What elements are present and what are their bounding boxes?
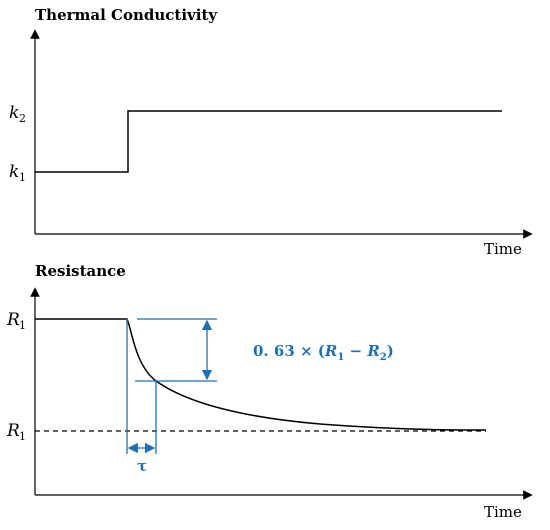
- annotation-minus: −: [344, 342, 367, 360]
- bottom-x-axis-label: Time: [484, 503, 522, 521]
- top-chart-title: Thermal Conductivity: [35, 6, 218, 24]
- bottom-tick-r1-bottom: R 1: [6, 421, 26, 443]
- annotation-r1-sub: 1: [337, 352, 344, 363]
- top-tick-k1-sub: 1: [19, 171, 26, 184]
- bottom-chart-title: Resistance: [35, 262, 126, 280]
- top-x-axis-label: Time: [484, 240, 522, 258]
- top-tick-k1: k 1: [9, 162, 26, 184]
- annotation-r2-sub: 2: [380, 352, 387, 363]
- bottom-tick-r1-top: R 1: [6, 310, 26, 332]
- fraction-annotation: 0. 63 × (R1 − R2): [253, 342, 394, 363]
- bottom-tick-r1-top-sub: 1: [19, 319, 26, 332]
- annotation-prefix: 0. 63 × (: [253, 342, 325, 360]
- bottom-tick-r1-top-main: R: [6, 310, 20, 330]
- thermal-conductivity-chart: Thermal Conductivity k 2 k 1 Time: [9, 6, 533, 258]
- bottom-tick-r1-bottom-sub: 1: [19, 430, 26, 443]
- annotation-r1: R: [324, 342, 337, 360]
- tau-label: τ: [137, 457, 147, 475]
- annotation-suffix: ): [387, 342, 394, 360]
- top-tick-k2-main: k: [9, 103, 19, 123]
- resistance-chart: Resistance R 1 R 1 τ 0. 63 × (R1 − R2) T…: [6, 262, 533, 521]
- resistance-decay-curve: [35, 318, 487, 431]
- bottom-tick-r1-bottom-main: R: [6, 421, 20, 441]
- top-tick-k2-sub: 2: [19, 112, 26, 125]
- annotation-r2: R: [366, 342, 379, 360]
- conductivity-step-line: [35, 110, 502, 173]
- top-tick-k2: k 2: [9, 103, 26, 125]
- top-tick-k1-main: k: [9, 162, 19, 182]
